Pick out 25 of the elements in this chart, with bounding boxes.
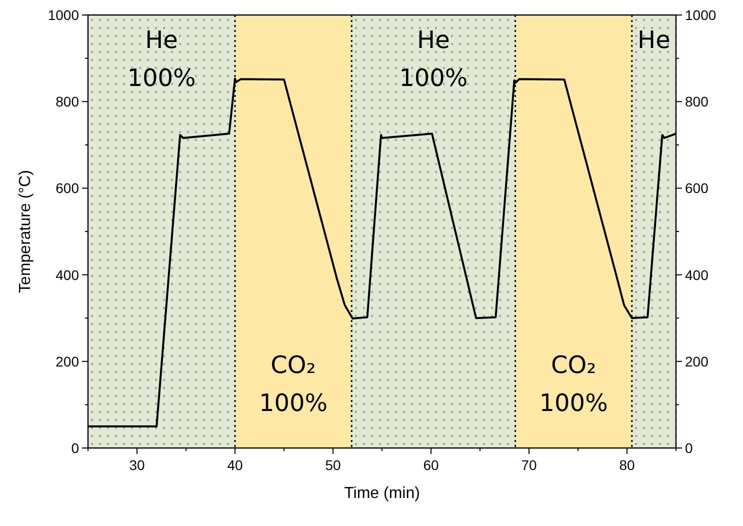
y-tick-label: 200 bbox=[56, 353, 80, 370]
y2-tick-label: 600 bbox=[685, 180, 709, 196]
band-label: He 100% bbox=[127, 26, 196, 92]
x-tick-label: 60 bbox=[423, 457, 439, 473]
y-tick-label: 600 bbox=[56, 180, 80, 196]
band-label: CO₂ 100% bbox=[539, 351, 608, 417]
y2-tick-label: 400 bbox=[685, 266, 709, 283]
y-tick-label: 800 bbox=[56, 94, 80, 110]
band-label: He 100% bbox=[399, 26, 468, 92]
x-tick-label: 70 bbox=[521, 457, 537, 473]
band-label: CO₂ 100% bbox=[258, 351, 328, 417]
y-tick-label: 0 bbox=[71, 440, 80, 456]
y-tick-label: 400 bbox=[56, 266, 80, 283]
y2-tick-label: 800 bbox=[685, 94, 709, 110]
x-tick-label: 30 bbox=[129, 457, 145, 473]
x-tick-label: 80 bbox=[619, 457, 635, 473]
x-tick-label: 50 bbox=[325, 457, 341, 473]
x-axis-title: Time (min) bbox=[344, 485, 420, 502]
x-tick-label: 40 bbox=[227, 457, 243, 473]
y2-tick-label: 0 bbox=[685, 440, 693, 456]
y-axis-title: Temperature (°C) bbox=[17, 170, 34, 293]
y2-tick-label: 1000 bbox=[685, 7, 716, 23]
band-label: He bbox=[638, 26, 670, 54]
y2-tick-label: 200 bbox=[685, 353, 709, 370]
y-tick-label: 1000 bbox=[48, 7, 80, 23]
